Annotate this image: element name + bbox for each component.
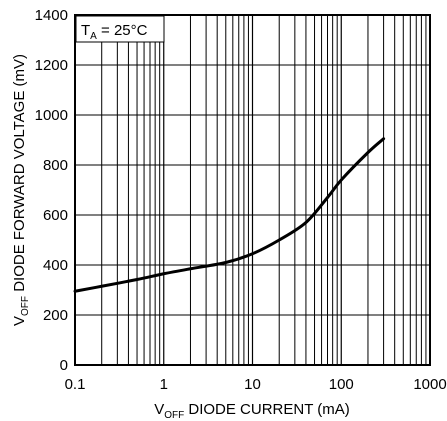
y-tick-label: 0 xyxy=(60,357,68,374)
x-label-v: V xyxy=(154,401,164,418)
y-tick-label: 800 xyxy=(43,157,68,174)
y-label-rest: DIODE FORWARD VOLTAGE (mV) xyxy=(11,54,28,296)
tick-labels: 0 200 400 600 800 1000 1200 1400 0.1 1 10 100 1000 xyxy=(35,7,447,393)
annotation-subscript: A xyxy=(90,31,97,42)
x-tick-label: 1 xyxy=(160,376,168,393)
y-tick-label: 600 xyxy=(43,207,68,224)
temperature-annotation: TA = 25°C xyxy=(75,15,165,43)
y-label-subscript: OFF xyxy=(20,296,31,316)
y-tick-label: 1200 xyxy=(35,57,68,74)
annotation-box xyxy=(75,15,165,43)
annotation-t: T xyxy=(81,22,90,39)
x-tick-label: 10 xyxy=(244,376,261,393)
x-tick-label: 0.1 xyxy=(65,376,86,393)
y-label-v: V xyxy=(11,316,28,326)
y-tick-label: 1400 xyxy=(35,7,68,24)
y-tick-label: 400 xyxy=(43,257,68,274)
y-axis-label: VOFF DIODE FORWARD VOLTAGE (mV) xyxy=(11,54,31,326)
x-label-subscript: OFF xyxy=(164,410,184,421)
grid-lines xyxy=(75,15,430,365)
x-tick-label: 1000 xyxy=(413,376,446,393)
annotation-text: TA = 25°C xyxy=(81,22,148,42)
series-layer xyxy=(73,137,386,293)
x-axis-label: VOFF DIODE CURRENT (mA) xyxy=(154,401,350,421)
y-tick-label: 200 xyxy=(43,307,68,324)
x-label-rest: DIODE CURRENT (mA) xyxy=(184,401,350,418)
annotation-rest: = 25°C xyxy=(97,22,148,39)
series-line xyxy=(73,137,386,293)
x-tick-label: 100 xyxy=(329,376,354,393)
y-tick-label: 1000 xyxy=(35,107,68,124)
plot-frame xyxy=(74,14,431,366)
